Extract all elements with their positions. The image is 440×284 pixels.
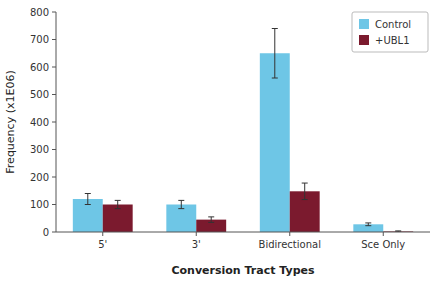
error-cap	[208, 216, 214, 217]
y-tick-label: 600	[30, 62, 49, 73]
error-line	[211, 217, 212, 223]
error-cap	[302, 183, 308, 184]
y-tick-label: 400	[30, 117, 49, 128]
error-bar	[272, 29, 278, 79]
error-bar	[178, 200, 184, 208]
chart: 0 100 200 300 400 500 600 700 800 5' 3' Bidirection…	[0, 0, 440, 284]
legend-frame	[352, 12, 428, 52]
y-axis-label: Frequency (x1E06)	[4, 70, 17, 173]
error-cap	[302, 199, 308, 200]
legend-swatch	[359, 35, 369, 45]
error-line	[87, 194, 88, 205]
plot-area	[73, 29, 413, 233]
error-line	[181, 200, 182, 208]
x-tick	[289, 232, 290, 236]
y-tick-label: 100	[30, 199, 49, 210]
x-tick	[102, 232, 103, 236]
y-tick	[52, 122, 56, 123]
y-tick	[52, 149, 56, 150]
y-tick	[52, 67, 56, 68]
x-tick	[196, 232, 197, 236]
y-tick-label: 0	[43, 227, 49, 238]
bar	[260, 53, 290, 232]
y-tick	[52, 94, 56, 95]
x-tick-label: 3'	[192, 239, 201, 250]
y-tick	[52, 232, 56, 233]
error-bar	[365, 223, 371, 226]
error-cap	[208, 222, 214, 223]
x-tick-label: Sce Only	[361, 239, 405, 250]
chart-container: 0 100 200 300 400 500 600 700 800 5' 3' Bidirection…	[0, 0, 440, 284]
error-bar	[115, 200, 121, 208]
x-tick	[383, 232, 384, 236]
error-cap	[178, 208, 184, 209]
y-tick-label: 200	[30, 172, 49, 183]
error-cap	[365, 225, 371, 226]
error-bar	[208, 217, 214, 223]
x-axis-line	[56, 232, 430, 233]
error-line	[274, 29, 275, 79]
error-cap	[272, 78, 278, 79]
bar	[166, 205, 196, 233]
bar	[103, 205, 133, 233]
legend-label: Control	[375, 19, 411, 30]
error-cap	[85, 204, 91, 205]
y-tick-label: 800	[30, 7, 49, 18]
error-cap	[115, 200, 121, 201]
x-axis-label: Conversion Tract Types	[171, 264, 315, 277]
y-tick-label: 700	[30, 34, 49, 45]
y-tick	[52, 177, 56, 178]
error-bar	[302, 183, 308, 200]
error-cap	[272, 28, 278, 29]
y-tick-label: 500	[30, 89, 49, 100]
error-cap	[365, 222, 371, 223]
error-cap	[85, 193, 91, 194]
legend-label: +UBL1	[375, 35, 410, 46]
x-tick-label: 5'	[98, 239, 107, 250]
error-cap	[178, 200, 184, 201]
y-tick	[52, 12, 56, 13]
error-bar	[85, 194, 91, 205]
legend-swatch	[359, 19, 369, 29]
error-cap	[395, 230, 401, 231]
bar	[353, 224, 383, 232]
x-tick-label: Bidirectional	[259, 239, 321, 250]
legend: Control +UBL1	[352, 12, 428, 52]
y-tick	[52, 204, 56, 205]
error-line	[304, 183, 305, 200]
y-tick-label: 300	[30, 144, 49, 155]
error-line	[117, 200, 118, 208]
error-cap	[115, 208, 121, 209]
y-tick	[52, 39, 56, 40]
